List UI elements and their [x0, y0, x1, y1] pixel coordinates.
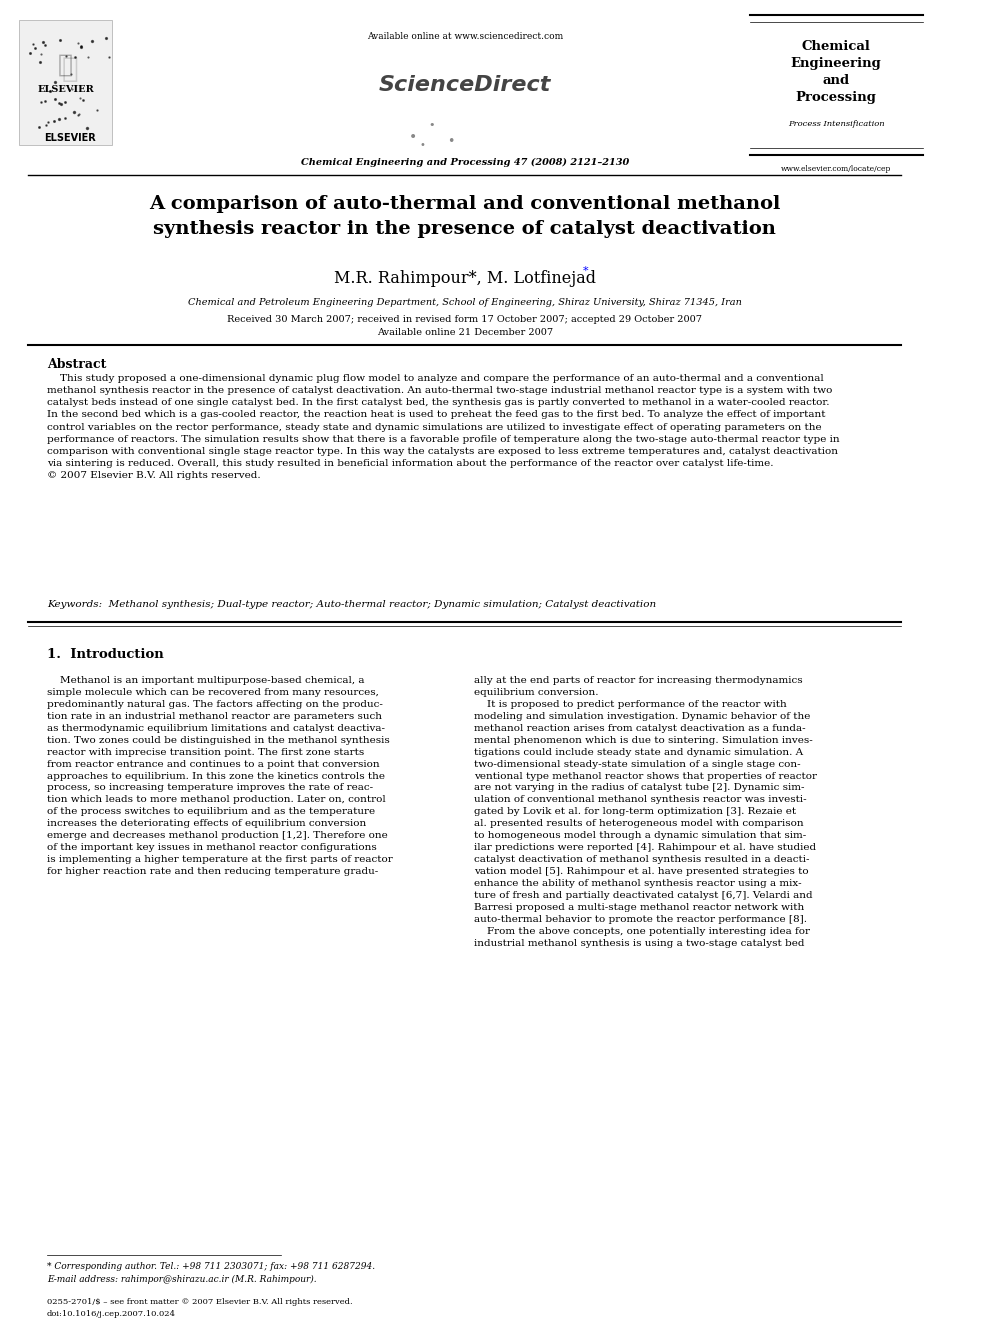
Text: Available online at www.sciencedirect.com: Available online at www.sciencedirect.co…	[367, 32, 562, 41]
Text: 🏛: 🏛	[62, 56, 78, 83]
Text: Available online 21 December 2007: Available online 21 December 2007	[377, 328, 553, 337]
Text: •: •	[420, 140, 426, 149]
Text: •: •	[409, 130, 418, 144]
Text: * Corresponding author. Tel.: +98 711 2303071; fax: +98 711 6287294.: * Corresponding author. Tel.: +98 711 23…	[47, 1262, 375, 1271]
Text: This study proposed a one-dimensional dynamic plug flow model to analyze and com: This study proposed a one-dimensional dy…	[47, 374, 839, 480]
Text: 1.  Introduction: 1. Introduction	[47, 648, 164, 662]
Text: Abstract: Abstract	[47, 359, 106, 370]
Text: Received 30 March 2007; received in revised form 17 October 2007; accepted 29 Oc: Received 30 March 2007; received in revi…	[227, 315, 702, 324]
Text: doi:10.1016/j.cep.2007.10.024: doi:10.1016/j.cep.2007.10.024	[47, 1310, 176, 1318]
Text: E-mail address: rahimpor@shirazu.ac.ir (M.R. Rahimpour).: E-mail address: rahimpor@shirazu.ac.ir (…	[47, 1275, 316, 1285]
Text: Methanol is an important multipurpose-based chemical, a
simple molecule which ca: Methanol is an important multipurpose-ba…	[47, 676, 393, 876]
Text: www.elsevier.com/locate/cep: www.elsevier.com/locate/cep	[781, 165, 892, 173]
Text: •: •	[429, 120, 435, 130]
FancyBboxPatch shape	[19, 20, 112, 146]
Text: Chemical Engineering and Processing 47 (2008) 2121–2130: Chemical Engineering and Processing 47 (…	[301, 157, 629, 167]
Text: *: *	[582, 266, 588, 277]
Text: ELSEVIER: ELSEVIER	[44, 134, 96, 143]
Text: M.R. Rahimpour*, M. Lotfinejad: M.R. Rahimpour*, M. Lotfinejad	[333, 270, 596, 287]
Text: •: •	[447, 135, 454, 148]
Text: 0255-2701/$ – see front matter © 2007 Elsevier B.V. All rights reserved.: 0255-2701/$ – see front matter © 2007 El…	[47, 1298, 352, 1306]
Text: 🌳: 🌳	[59, 53, 73, 77]
Text: Chemical
Engineering
and
Processing: Chemical Engineering and Processing	[791, 40, 882, 105]
Text: ScienceDirect: ScienceDirect	[379, 75, 551, 95]
Text: ELSEVIER: ELSEVIER	[38, 86, 94, 94]
Text: Keywords:  Methanol synthesis; Dual-type reactor; Auto-thermal reactor; Dynamic : Keywords: Methanol synthesis; Dual-type …	[47, 601, 656, 609]
Text: Chemical and Petroleum Engineering Department, School of Engineering, Shiraz Uni: Chemical and Petroleum Engineering Depar…	[187, 298, 742, 307]
Text: A comparison of auto-thermal and conventional methanol
synthesis reactor in the : A comparison of auto-thermal and convent…	[149, 194, 781, 238]
Text: ally at the end parts of reactor for increasing thermodynamics
equilibrium conve: ally at the end parts of reactor for inc…	[474, 676, 817, 947]
Text: Process Intensification: Process Intensification	[788, 120, 885, 128]
